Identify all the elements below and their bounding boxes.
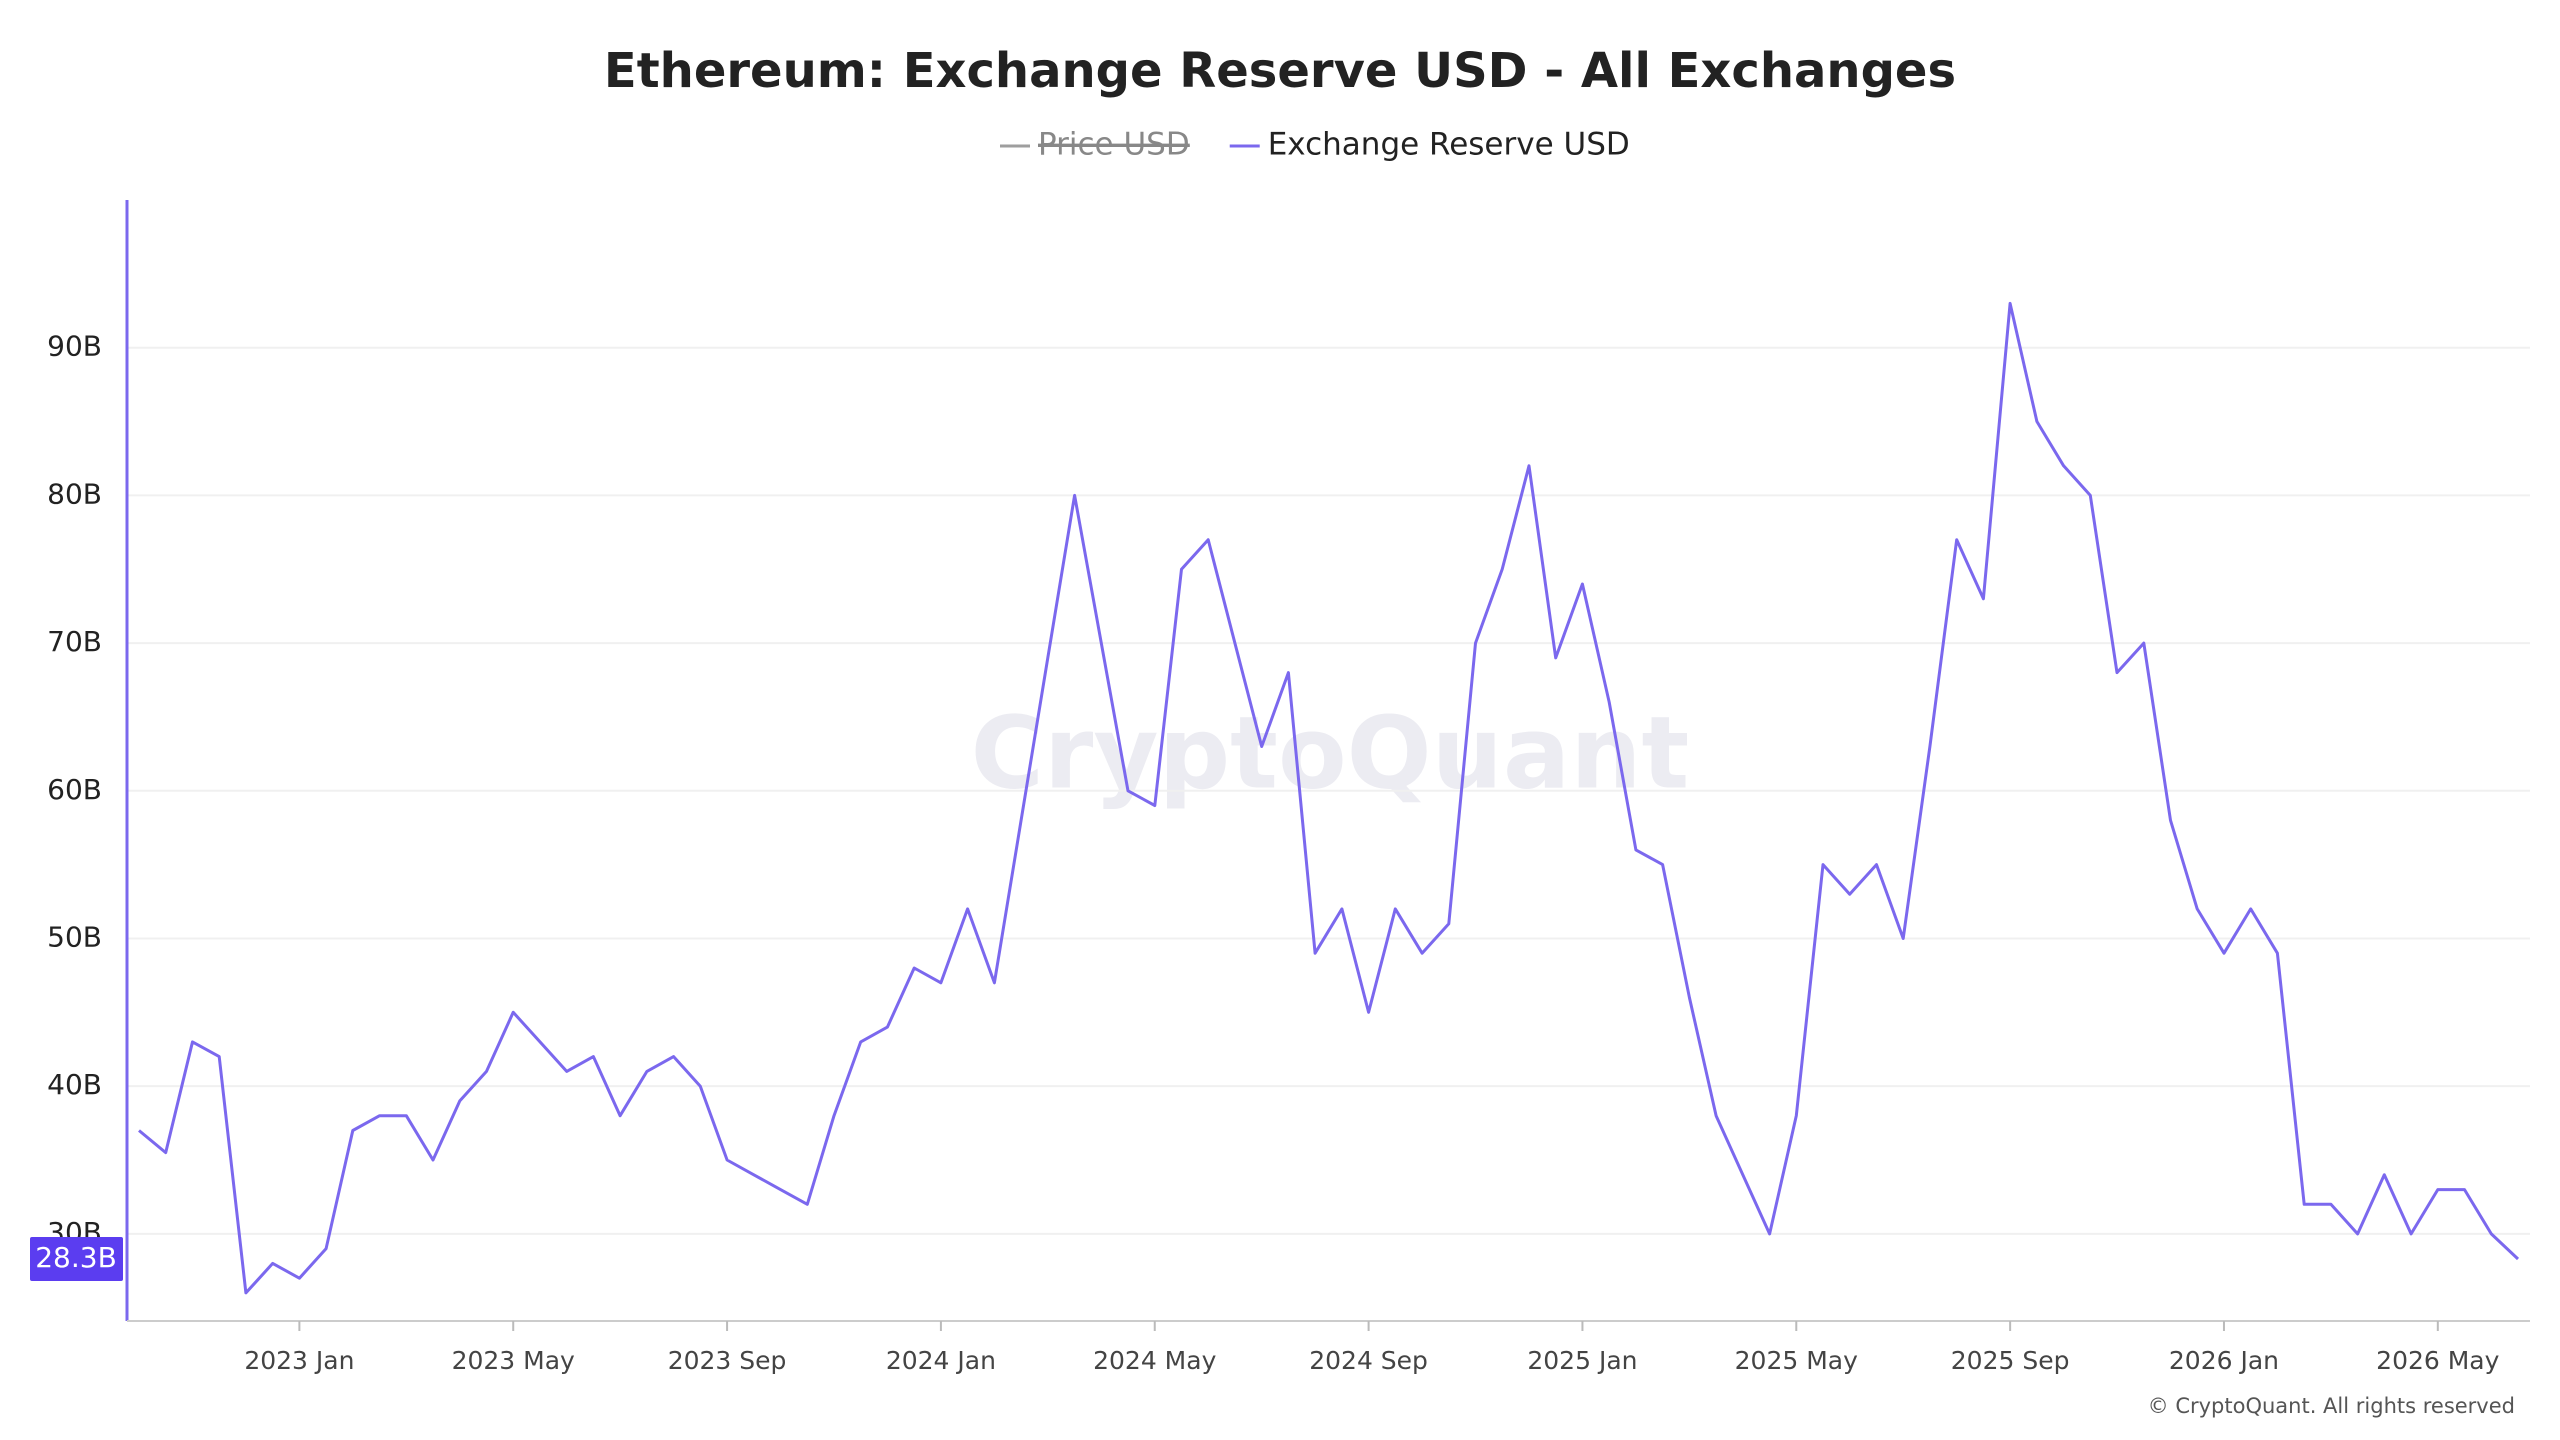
footer: © CryptoQuant. All rights reserved [2148, 1394, 2515, 1418]
y-tick-label: 60B [47, 773, 102, 806]
watermark: CryptoQuant [971, 694, 1690, 811]
x-tick-label: 2023 Sep [668, 1346, 787, 1375]
x-tick-label: 2026 Jan [2169, 1346, 2279, 1375]
chart-title: Ethereum: Exchange Reserve USD - All Exc… [604, 43, 1956, 99]
y-tick-label: 50B [47, 920, 102, 953]
x-tick-label: 2026 May [2376, 1346, 2499, 1375]
last-value-label: 28.3B [35, 1241, 117, 1274]
x-tick-label: 2025 Sep [1951, 1346, 2070, 1375]
y-tick-label: 40B [47, 1068, 102, 1101]
last-value-badge [30, 1236, 123, 1281]
x-tick-label: 2024 Jan [886, 1346, 996, 1375]
y-tick-label: 90B [47, 330, 102, 363]
x-tick-label: 2025 May [1735, 1346, 1858, 1375]
legend-label[interactable]: Exchange Reserve USD [1268, 127, 1630, 163]
x-tick-label: 2024 May [1093, 1346, 1216, 1375]
x-tick-label: 2024 Sep [1309, 1346, 1428, 1375]
legend-label[interactable]: Price USD [1038, 127, 1190, 163]
y-tick-label: 80B [47, 477, 102, 510]
y-tick-label: 70B [47, 625, 102, 658]
x-tick-label: 2025 Jan [1527, 1346, 1637, 1375]
reserve-line [138, 301, 2520, 1295]
x-tick-label: 2023 Jan [244, 1346, 354, 1375]
x-tick-label: 2023 May [452, 1346, 575, 1375]
